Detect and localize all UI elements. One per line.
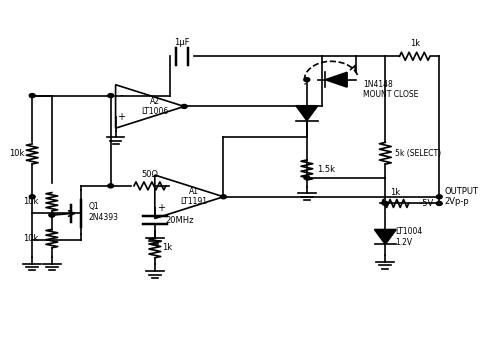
Polygon shape bbox=[374, 230, 396, 244]
Circle shape bbox=[29, 94, 35, 98]
Text: -: - bbox=[120, 90, 123, 101]
Text: –5V: –5V bbox=[419, 199, 434, 208]
Polygon shape bbox=[325, 72, 347, 87]
Circle shape bbox=[221, 195, 226, 199]
Circle shape bbox=[108, 184, 114, 188]
Text: 1μF: 1μF bbox=[174, 38, 189, 47]
Circle shape bbox=[304, 78, 310, 82]
Text: +: + bbox=[157, 203, 165, 212]
Text: 1N4148
MOUNT CLOSE: 1N4148 MOUNT CLOSE bbox=[363, 80, 419, 99]
Text: A2
LT1006: A2 LT1006 bbox=[141, 97, 169, 116]
Text: +: + bbox=[118, 112, 125, 122]
Text: Q1
2N4393: Q1 2N4393 bbox=[89, 202, 119, 221]
Text: LT1004
1.2V: LT1004 1.2V bbox=[395, 227, 423, 246]
Text: OUTPUT
2Vp-p: OUTPUT 2Vp-p bbox=[444, 187, 478, 206]
Text: 1.5k: 1.5k bbox=[316, 166, 335, 174]
Text: 20MHz: 20MHz bbox=[166, 216, 194, 225]
Text: 5k (SELECT): 5k (SELECT) bbox=[395, 149, 441, 158]
Circle shape bbox=[29, 195, 35, 199]
Circle shape bbox=[182, 104, 187, 108]
Text: A1
LT1191: A1 LT1191 bbox=[181, 187, 207, 206]
Text: 50Ω: 50Ω bbox=[141, 170, 158, 178]
Text: 1k: 1k bbox=[410, 39, 420, 48]
Text: 10k: 10k bbox=[9, 150, 24, 158]
Circle shape bbox=[436, 201, 442, 205]
Text: 10k: 10k bbox=[23, 197, 39, 206]
Circle shape bbox=[49, 213, 55, 217]
Circle shape bbox=[382, 201, 388, 205]
Text: 10k: 10k bbox=[23, 234, 39, 243]
Text: -: - bbox=[159, 181, 163, 191]
Text: 1k: 1k bbox=[162, 243, 172, 252]
Polygon shape bbox=[296, 106, 317, 120]
Circle shape bbox=[304, 176, 310, 180]
Circle shape bbox=[108, 94, 114, 98]
Circle shape bbox=[436, 195, 442, 199]
Text: 1k: 1k bbox=[390, 188, 400, 198]
